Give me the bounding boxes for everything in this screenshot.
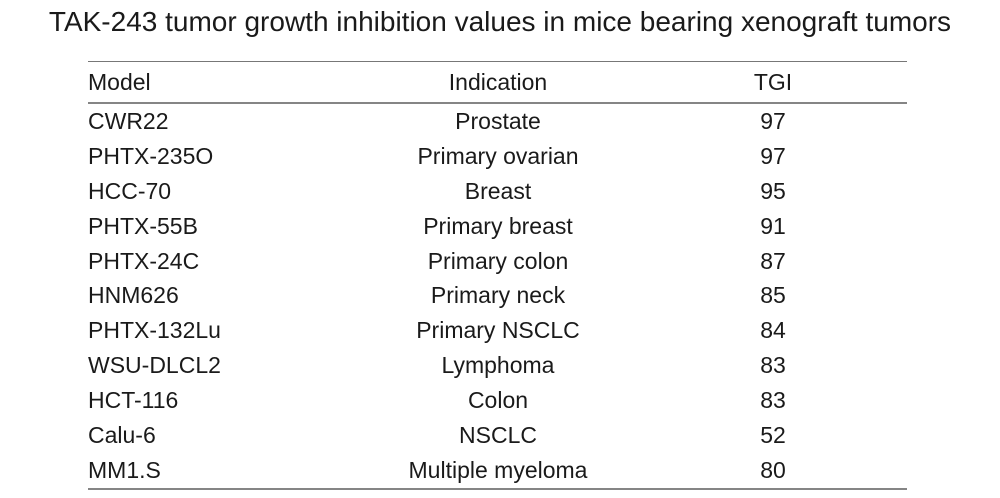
table-row: HCT-116 Colon 83 [88,383,907,418]
column-header-indication: Indication [448,68,548,95]
tgi-cell: 83 [760,387,786,414]
indication-cell: Primary neck [430,282,566,309]
model-cell: PHTX-55B [88,212,198,239]
indication-cell: Prostate [455,107,541,134]
model-cell: HNM626 [88,282,179,309]
indication-cell: Primary breast [423,212,573,239]
indication-cell: Primary ovarian [417,142,579,169]
table-row: PHTX-55B Primary breast 91 [88,209,907,244]
indication-cell: Breast [464,177,532,204]
table-row: WSU-DLCL2 Lymphoma 83 [88,348,907,383]
tgi-cell: 52 [760,421,786,448]
indication-cell: Primary NSCLC [416,317,580,344]
tgi-cell: 83 [760,352,786,379]
tgi-cell: 97 [760,107,786,134]
tgi-cell: 91 [760,212,786,239]
indication-cell: NSCLC [459,421,537,448]
table-body: CWR22 Prostate 97 PHTX-235O Primary ovarian 9… [88,104,907,490]
tgi-cell: 97 [760,142,786,169]
figure-title: TAK-243 tumor growth inhibition values i… [48,6,952,37]
table-row: HNM626 Primary neck 85 [88,278,907,313]
table-row: MM1.S Multiple myeloma 80 [88,453,907,488]
column-header-tgi: TGI [753,68,793,95]
tgi-cell: 95 [760,177,786,204]
indication-cell: Colon [467,387,529,414]
model-cell: MM1.S [88,456,161,483]
indication-cell: Multiple myeloma [408,456,588,483]
tgi-table: Model Indication TGI CWR22 Prostate 97 PHTX… [88,61,907,490]
model-cell: Calu-6 [88,421,156,448]
table-header-row: Model Indication TGI [88,61,907,104]
column-header-model: Model [88,68,151,95]
table-row: CWR22 Prostate 97 [88,104,907,139]
tgi-cell: 80 [760,456,786,483]
tgi-cell: 84 [760,317,786,344]
table-row: PHTX-24C Primary colon 87 [88,244,907,279]
table-row: HCC-70 Breast 95 [88,174,907,209]
model-cell: HCC-70 [88,177,172,204]
indication-cell: Lymphoma [441,352,555,379]
model-cell: PHTX-132Lu [88,317,221,344]
table-row: PHTX-235O Primary ovarian 97 [88,139,907,174]
table-row: Calu-6 NSCLC 52 [88,418,907,453]
model-cell: CWR22 [88,107,169,134]
model-cell: HCT-116 [88,387,179,414]
model-cell: PHTX-24C [88,247,200,274]
indication-cell: Primary colon [427,247,569,274]
model-cell: PHTX-235O [88,142,214,169]
tgi-cell: 85 [760,282,786,309]
table-row: PHTX-132Lu Primary NSCLC 84 [88,313,907,348]
model-cell: WSU-DLCL2 [88,352,221,379]
tgi-cell: 87 [760,247,786,274]
